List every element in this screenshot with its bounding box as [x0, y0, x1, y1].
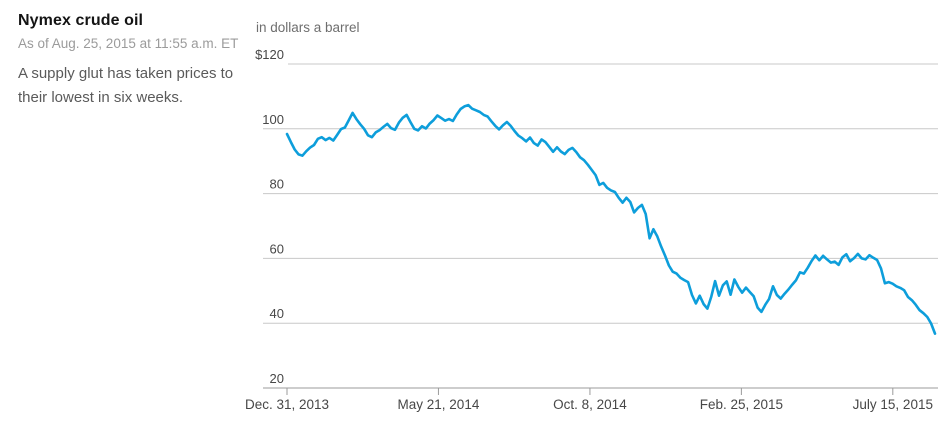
y-axis-unit-label: in dollars a barrel — [256, 20, 360, 35]
chart-title: Nymex crude oil — [18, 12, 144, 29]
price-line-series — [285, 103, 937, 335]
y-axis-label: $120 — [255, 47, 284, 62]
y-axis-label: 100 — [262, 112, 284, 127]
x-axis-label: Oct. 8, 2014 — [553, 397, 627, 412]
y-axis-label: 20 — [270, 371, 284, 386]
chart-description: A supply glut has taken prices to their … — [18, 65, 234, 106]
y-axis-label: 60 — [270, 241, 284, 256]
chart-asof-timestamp: As of Aug. 25, 2015 at 11:55 a.m. ET — [18, 36, 239, 51]
x-axis-label: July 15, 2015 — [853, 397, 933, 412]
x-axis-label: Dec. 31, 2013 — [245, 397, 329, 412]
x-axis-label: May 21, 2014 — [398, 397, 480, 412]
y-axis-label: 80 — [270, 177, 284, 192]
x-axis-label: Feb. 25, 2015 — [700, 397, 783, 412]
y-axis-label: 40 — [270, 306, 284, 321]
